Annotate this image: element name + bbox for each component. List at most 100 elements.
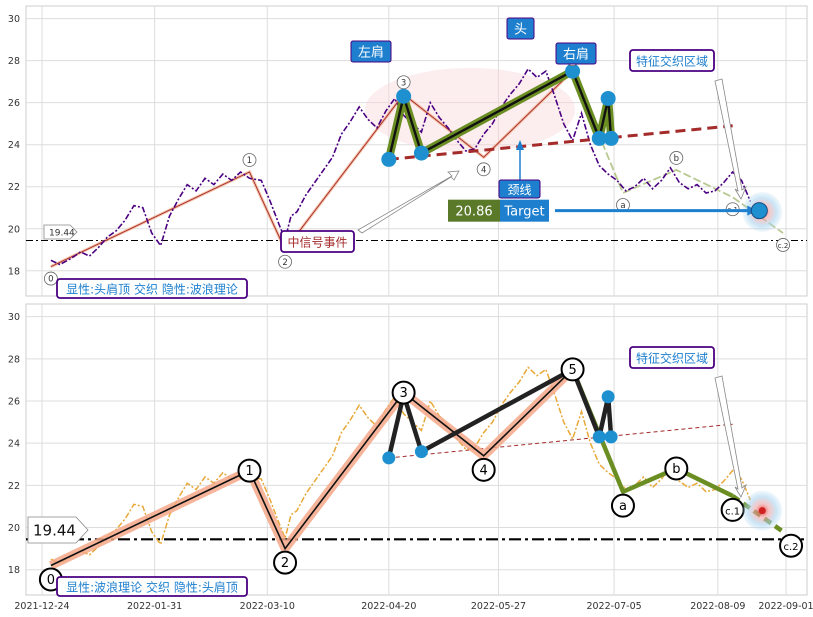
hs-marker-4 <box>591 130 607 146</box>
bottom-wave-labels: 0 1 2 3 4 5 a b c.1 c.2 <box>38 357 804 592</box>
bottom-wave-label-circle-4 <box>471 457 496 482</box>
bottom-wave-label-7: b <box>672 462 680 477</box>
hs-marker-3 <box>565 63 581 79</box>
wave-label-2: 2 <box>282 258 287 268</box>
top-summary-annotation: 显性:头肩顶 交织 隐性:波浪理论 <box>56 278 248 299</box>
bottom-impulse-line <box>50 368 574 567</box>
bottom-feature-zone-text: 特征交织区域 <box>636 351 708 366</box>
y-tick-label-0: 18 <box>8 266 20 277</box>
target-value: 20.86 <box>455 205 492 220</box>
y-tick-label-5: 28 <box>8 56 20 67</box>
bottom-wave-label-circle-6 <box>610 493 635 518</box>
wave-label-circle-0 <box>43 271 58 286</box>
bottom-wave-label-circle-1 <box>237 458 262 483</box>
right-shoulder-label: 右肩 <box>555 42 597 65</box>
wave-label-circle-3 <box>396 75 411 90</box>
left-shoulder-label: 左肩 <box>350 40 392 63</box>
top-target: 20.86 Target <box>448 199 768 222</box>
y-tick-label-1: 20 <box>8 224 20 235</box>
head-label: 头 <box>506 17 535 40</box>
wave-label-circle-2 <box>278 254 292 269</box>
mid-signal-annotation: 中信号事件 <box>280 170 460 253</box>
x-tick-label-4: 2022-05-27 <box>471 601 526 612</box>
x-tick-label-2: 2022-03-10 <box>240 601 295 612</box>
top-feature-zone-text: 特征交织区域 <box>636 54 708 69</box>
wave-label-9: c.2 <box>778 242 789 250</box>
bottom-hs-marker-4 <box>592 430 606 444</box>
bottom-summary-annotation: 显性:波浪理论 交织 隐性:头肩顶 <box>56 576 248 597</box>
bottom-hs-marker-5 <box>601 390 615 404</box>
neckline-annotation: 颈线 <box>498 140 541 199</box>
y-tick-label-6: 30 <box>8 14 20 25</box>
bottom-hs-marker-0 <box>382 451 396 465</box>
bottom-hline-label: 19.44 <box>33 522 76 540</box>
wave-label-circle-1 <box>242 153 257 167</box>
neckline-line <box>388 124 733 161</box>
hs-marker-6 <box>603 130 619 146</box>
mid-signal-text: 中信号事件 <box>287 235 347 250</box>
x-axis: 2021-12-24 2022-01-31 2022-03-10 2022-04-20… <box>14 601 813 612</box>
wave-label-4: 4 <box>481 165 486 175</box>
wave-label-circle-4 <box>476 162 491 177</box>
target-text-box <box>500 199 549 222</box>
target-text: Target <box>503 205 544 220</box>
bottom-wave-label-1: 1 <box>245 464 253 479</box>
bottom-feature-zone-center <box>758 507 766 515</box>
y-tick-label-0: 18 <box>8 565 20 576</box>
top-hline-label: 19.44 <box>49 229 75 239</box>
wave-label-1: 1 <box>247 156 252 166</box>
wave-label-6: a <box>620 201 625 211</box>
bottom-summary-text: 显性:波浪理论 交织 隐性:头肩顶 <box>66 580 238 595</box>
target-marker <box>750 202 768 220</box>
bottom-panel: 0 1 2 3 4 5 a b c.1 c.2 19.44 特征交织区域 显性:波浪理论 交织 隐… <box>8 303 813 612</box>
top-y-axis: 18 20 22 24 26 28 30 <box>8 14 20 277</box>
neckline-text: 颈线 <box>507 183 531 197</box>
top-neckline <box>388 124 733 161</box>
y-tick-label-4: 26 <box>8 98 20 109</box>
bottom-feature-zone-annotation: 特征交织区域 <box>629 346 747 498</box>
top-wave-lines <box>50 70 784 268</box>
y-tick-label-5: 28 <box>8 354 20 365</box>
bottom-wave-label-circle-2 <box>273 550 298 575</box>
bottom-hs-marker-2 <box>414 445 428 459</box>
bottom-wave-label-3: 3 <box>399 386 407 401</box>
bottom-wave-label-9: c.2 <box>784 542 799 553</box>
y-tick-label-6: 30 <box>8 312 20 323</box>
x-tick-label-7: 2022-09-01 <box>758 601 813 612</box>
y-tick-label-3: 24 <box>8 439 20 450</box>
head-text: 头 <box>514 23 527 38</box>
bottom-hline-flag: 19.44 <box>27 516 89 544</box>
bottom-wave-label-8: c.1 <box>725 506 740 517</box>
bottom-neckline <box>388 423 733 459</box>
bottom-wave-label-circle-3 <box>391 380 416 405</box>
wave-label-3: 3 <box>401 78 406 88</box>
top-head-shoulders <box>381 63 619 167</box>
left-shoulder-text: 左肩 <box>358 45 384 61</box>
wave-label-0: 0 <box>48 275 53 285</box>
bottom-wave-label-circle-5 <box>560 357 585 382</box>
x-tick-label-1: 2022-01-31 <box>127 601 182 612</box>
hs-marker-0 <box>381 151 397 167</box>
bottom-wave-label-circle-9 <box>779 533 804 558</box>
wave-label-circle-9 <box>776 238 790 252</box>
wave-label-circle-7 <box>669 151 684 165</box>
x-tick-label-3: 2022-04-20 <box>361 601 416 612</box>
top-hline-flag: 19.44 <box>43 224 78 240</box>
y-tick-label-2: 22 <box>8 182 20 193</box>
bottom-y-axis: 18 20 22 24 26 28 30 <box>8 312 20 576</box>
wave-impulse-line <box>50 70 573 268</box>
hs-marker-5 <box>600 90 616 106</box>
top-summary-text: 显性:头肩顶 交织 隐性:波浪理论 <box>66 282 238 297</box>
hs-marker-1 <box>396 88 412 104</box>
bottom-wave-label-circle-7 <box>664 456 689 481</box>
bottom-wave-label-6: a <box>619 499 627 514</box>
right-shoulder-text: 右肩 <box>563 47 589 63</box>
bottom-feature-zone <box>742 490 783 531</box>
y-tick-label-2: 22 <box>8 481 20 492</box>
target-value-box <box>448 199 500 222</box>
wave-correction-line <box>571 70 784 234</box>
hs-marker-2 <box>413 145 429 161</box>
bottom-wave-label-5: 5 <box>568 363 576 378</box>
